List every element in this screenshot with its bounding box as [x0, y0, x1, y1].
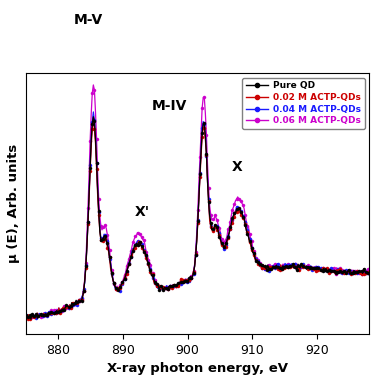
0.04 M ACTP-QDs — [203, 130, 208, 135]
Pure QD — [91, 115, 96, 119]
0.04 M ACTP-QDs — [308, 265, 312, 270]
Pure QD — [29, 317, 33, 322]
0.02 M ACTP-QDs — [26, 317, 30, 322]
0.06 M ACTP-QDs — [308, 264, 312, 269]
Text: X': X' — [134, 205, 150, 219]
Line: 0.06 M ACTP-QDs: 0.06 M ACTP-QDs — [24, 83, 371, 320]
Text: X: X — [232, 160, 243, 174]
Line: 0.02 M ACTP-QDs: 0.02 M ACTP-QDs — [24, 119, 371, 321]
Line: 0.04 M ACTP-QDs: 0.04 M ACTP-QDs — [24, 110, 371, 320]
Pure QD — [327, 268, 332, 273]
0.06 M ACTP-QDs — [203, 111, 208, 116]
0.06 M ACTP-QDs — [29, 316, 33, 320]
0.02 M ACTP-QDs — [91, 118, 96, 123]
0.06 M ACTP-QDs — [268, 265, 272, 269]
0.02 M ACTP-QDs — [327, 271, 332, 275]
0.06 M ACTP-QDs — [74, 299, 78, 304]
0.06 M ACTP-QDs — [91, 83, 96, 87]
0.04 M ACTP-QDs — [23, 312, 28, 317]
Pure QD — [268, 266, 272, 270]
Pure QD — [203, 134, 208, 138]
Text: M-IV: M-IV — [152, 99, 187, 113]
Legend: Pure QD, 0.02 M ACTP-QDs, 0.04 M ACTP-QDs, 0.06 M ACTP-QDs: Pure QD, 0.02 M ACTP-QDs, 0.04 M ACTP-QD… — [242, 78, 365, 129]
0.04 M ACTP-QDs — [367, 272, 371, 277]
0.06 M ACTP-QDs — [23, 314, 28, 319]
0.02 M ACTP-QDs — [272, 264, 276, 269]
Pure QD — [74, 298, 78, 303]
0.04 M ACTP-QDs — [91, 110, 96, 114]
0.06 M ACTP-QDs — [272, 262, 276, 267]
Pure QD — [272, 265, 276, 270]
0.04 M ACTP-QDs — [74, 301, 78, 305]
0.02 M ACTP-QDs — [308, 266, 312, 271]
Pure QD — [367, 271, 371, 276]
Line: Pure QD: Pure QD — [24, 115, 371, 321]
Pure QD — [308, 265, 312, 270]
0.02 M ACTP-QDs — [23, 315, 28, 320]
0.06 M ACTP-QDs — [367, 270, 371, 275]
0.02 M ACTP-QDs — [367, 272, 371, 277]
0.04 M ACTP-QDs — [268, 265, 272, 270]
Y-axis label: μ (E), Arb. units: μ (E), Arb. units — [7, 144, 20, 263]
0.06 M ACTP-QDs — [327, 269, 332, 274]
0.02 M ACTP-QDs — [268, 265, 272, 270]
0.02 M ACTP-QDs — [203, 137, 208, 142]
0.02 M ACTP-QDs — [74, 301, 78, 305]
0.04 M ACTP-QDs — [26, 317, 31, 321]
Text: M-V: M-V — [74, 13, 103, 27]
Pure QD — [23, 312, 28, 317]
X-axis label: X-ray photon energy, eV: X-ray photon energy, eV — [107, 362, 288, 375]
0.04 M ACTP-QDs — [272, 264, 276, 269]
0.04 M ACTP-QDs — [327, 267, 332, 272]
